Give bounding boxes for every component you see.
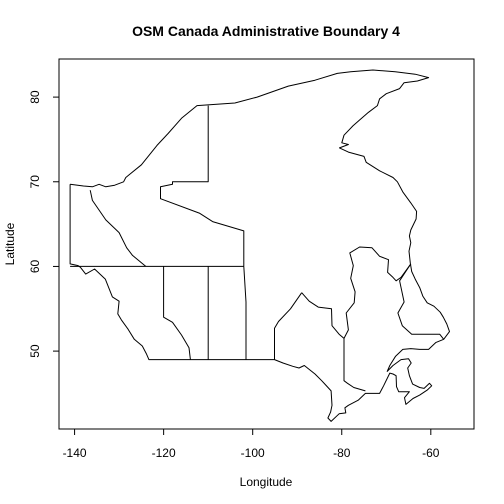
y-tick-label: 50 — [28, 344, 42, 358]
x-axis: -140 -120 -100 -80 -60 — [63, 428, 440, 460]
x-tick-label: -60 — [422, 446, 440, 460]
chart-title: OSM Canada Administrative Boundary 4 — [132, 23, 400, 39]
y-axis: 50 60 70 80 — [28, 90, 60, 358]
province-boundaries — [69, 69, 450, 422]
nwt-nunavut-boundary — [160, 105, 245, 267]
x-tick-label: -140 — [63, 446, 87, 460]
y-tick-label: 60 — [28, 259, 42, 273]
y-tick-label: 80 — [28, 90, 42, 104]
outer-boundary — [69, 69, 450, 422]
manitoba-ontario-boundary — [274, 292, 303, 360]
x-axis-label: Longitude — [240, 475, 293, 489]
ontario-quebec-boundary — [343, 338, 366, 392]
quebec-labrador-boundary — [397, 263, 445, 340]
hudson-bay-coast — [301, 246, 412, 339]
y-tick-label: 70 — [28, 175, 42, 189]
bc-alberta-boundary — [163, 266, 191, 360]
x-tick-label: -120 — [152, 446, 176, 460]
x-tick-label: -80 — [333, 446, 351, 460]
y-axis-label: Latitude — [3, 222, 17, 265]
x-tick-label: -100 — [241, 446, 265, 460]
yukon-nwt-boundary — [89, 190, 147, 267]
saskatchewan-manitoba-boundary — [243, 266, 247, 360]
